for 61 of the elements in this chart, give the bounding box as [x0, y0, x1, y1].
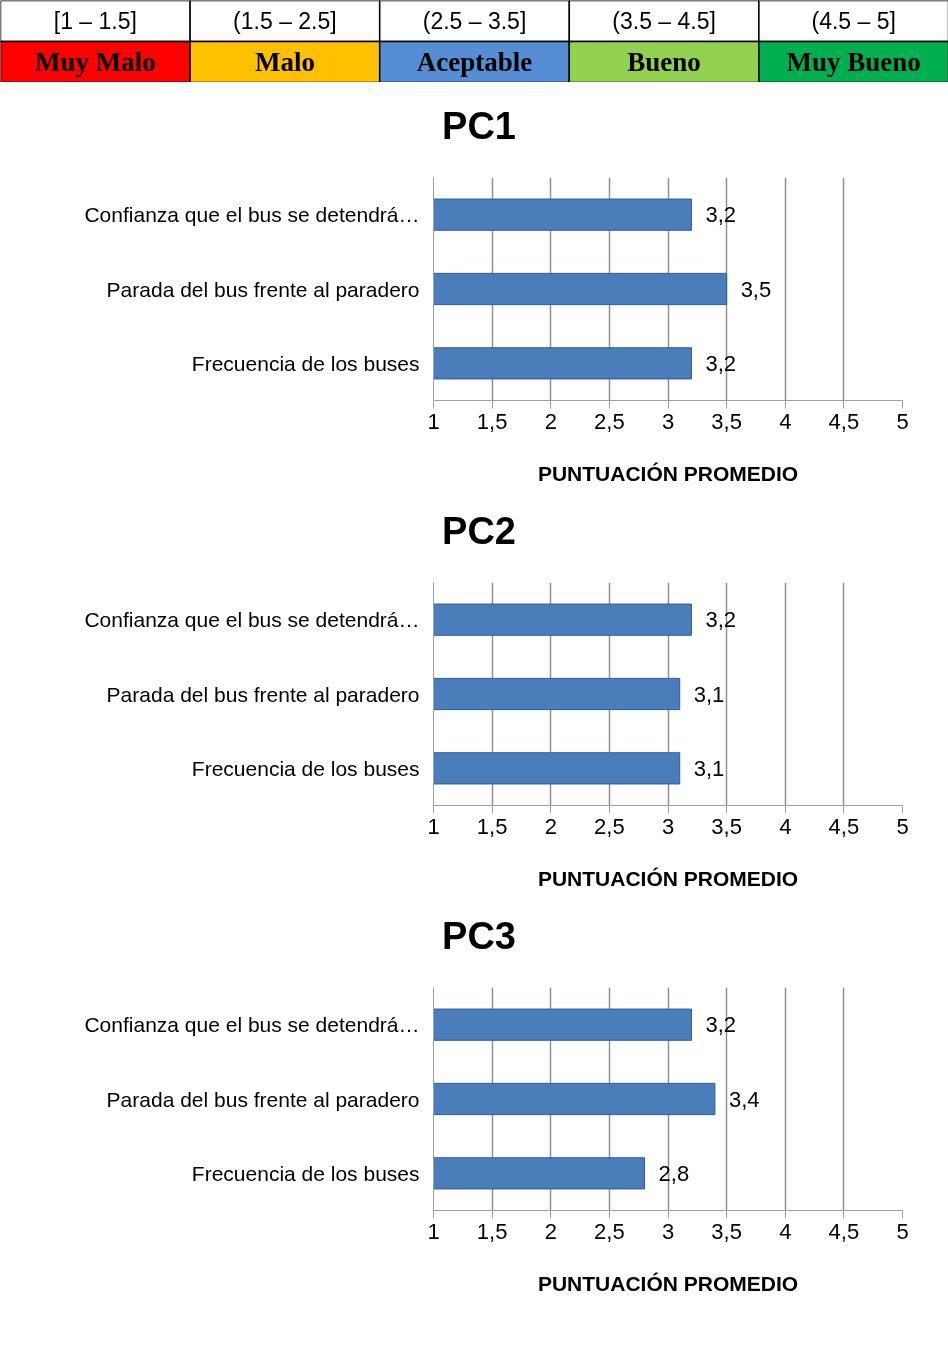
y-tick-label: Parada del bus frente al paradero: [106, 277, 420, 301]
data-label: 3,2: [705, 350, 737, 376]
x-tick-label: 1: [427, 408, 440, 434]
data-label: 3,1: [693, 681, 725, 707]
x-tick-label: 4: [779, 408, 792, 434]
data-label: 3,4: [728, 1086, 760, 1112]
y-tick-label: Frecuencia de los buses: [191, 1161, 420, 1185]
x-tick-label: 3,5: [711, 1218, 742, 1244]
category-label: Muy Bueno: [786, 47, 921, 77]
category-label: Malo: [254, 47, 315, 77]
category-label: Bueno: [627, 47, 701, 77]
x-tick-label: 4,5: [828, 1218, 860, 1244]
x-tick-label: 2: [544, 813, 557, 839]
x-tick-label: 3,5: [711, 408, 742, 434]
y-tick-label: Confianza que el bus se detendrá…: [84, 1013, 420, 1037]
data-label: 2,8: [658, 1160, 690, 1186]
x-tick-label: 3: [661, 1218, 675, 1244]
x-tick-label: 3: [661, 408, 675, 434]
data-label: 3,1: [693, 755, 725, 781]
x-tick-label: 2,5: [594, 813, 625, 839]
y-tick-label: Frecuencia de los buses: [191, 351, 420, 375]
data-label: 3,2: [705, 202, 737, 228]
y-tick-label: Frecuencia de los buses: [191, 756, 420, 780]
x-axis-title: PUNTUACIÓN PROMEDIO: [537, 461, 799, 485]
x-axis-title: PUNTUACIÓN PROMEDIO: [537, 866, 799, 890]
x-tick-label: 4,5: [828, 813, 860, 839]
x-tick-label: 4,5: [828, 408, 860, 434]
chart-title: PC1: [442, 104, 516, 149]
chart-title: PC3: [442, 914, 516, 959]
chart-title: PC2: [442, 509, 516, 554]
x-tick-label: 2,5: [594, 1218, 625, 1244]
data-label: 3,2: [705, 1012, 737, 1038]
x-tick-label: 4: [779, 813, 792, 839]
text: (4.5 – 5]: [811, 8, 896, 34]
x-tick-label: 3: [661, 813, 675, 839]
x-tick-label: 1: [427, 813, 440, 839]
text: (1.5 – 2.5]: [233, 8, 337, 34]
text: [1 – 1.5]: [53, 8, 137, 34]
x-tick-label: 2: [544, 1218, 557, 1244]
x-tick-label: 1,5: [476, 813, 508, 839]
y-tick-label: Confianza que el bus se detendrá…: [84, 203, 420, 227]
x-tick-label: 1,5: [476, 408, 508, 434]
x-tick-label: 1,5: [476, 1218, 508, 1244]
x-tick-label: 2,5: [594, 408, 625, 434]
x-tick-label: 2: [544, 408, 557, 434]
data-label: 3,5: [740, 276, 772, 302]
y-tick-label: Confianza que el bus se detendrá…: [84, 608, 420, 632]
x-tick-label: 3,5: [711, 813, 742, 839]
x-axis-title: PUNTUACIÓN PROMEDIO: [537, 1271, 799, 1295]
y-tick-label: Parada del bus frente al paradero: [106, 1087, 420, 1111]
x-tick-label: 5: [896, 813, 909, 839]
text: (2.5 – 3.5]: [422, 8, 527, 34]
y-tick-label: Parada del bus frente al paradero: [106, 682, 420, 706]
x-tick-label: 4: [779, 1218, 792, 1244]
x-tick-label: 1: [427, 1218, 440, 1244]
text: (3.5 – 4.5]: [612, 8, 716, 34]
data-label: 3,2: [705, 607, 737, 633]
category-label: Muy Malo: [34, 47, 156, 77]
x-tick-label: 5: [896, 1218, 909, 1244]
x-tick-label: 5: [896, 408, 909, 434]
category-label: Aceptable: [416, 47, 533, 77]
